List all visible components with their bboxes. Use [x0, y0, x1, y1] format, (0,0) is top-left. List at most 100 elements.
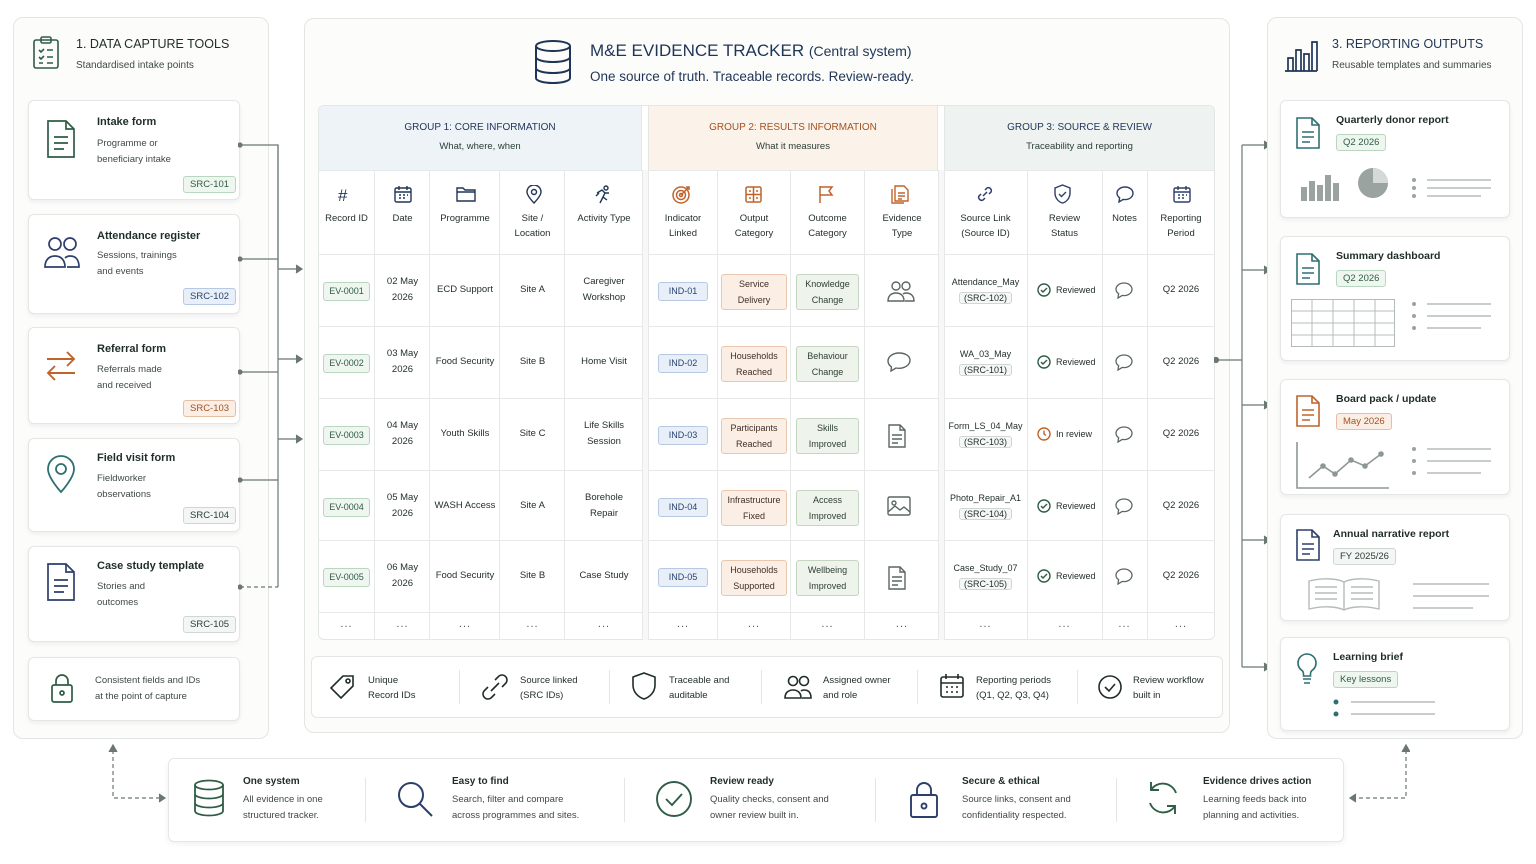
- column-header[interactable]: Activity Type: [565, 211, 643, 226]
- column-label: Programme: [440, 213, 490, 224]
- tool-title: Attendance register: [97, 230, 201, 242]
- record-id-chip[interactable]: EV-0005: [323, 568, 370, 587]
- review-status[interactable]: In review: [1037, 427, 1092, 441]
- outcome-category-chip[interactable]: Behaviour Change: [796, 346, 859, 382]
- source-id: (SRC-105): [958, 578, 1012, 590]
- review-status[interactable]: Reviewed: [1037, 569, 1096, 583]
- benefits-strip: [168, 758, 1344, 842]
- notes-icon[interactable]: [1115, 354, 1133, 371]
- review-status[interactable]: Reviewed: [1037, 355, 1096, 369]
- tool-card-field-visit[interactable]: Field visit form Fieldworker observation…: [28, 438, 240, 532]
- output-category-chip[interactable]: Infrastructure Fixed: [721, 490, 787, 526]
- output-category-chip[interactable]: Households Supported: [721, 560, 787, 596]
- site-cell: Site C: [519, 428, 546, 439]
- source-id-badge: SRC-101: [183, 176, 237, 193]
- record-id-chip[interactable]: EV-0004: [323, 498, 370, 517]
- output-card-learning-brief[interactable]: Learning brief Key lessons: [1280, 637, 1510, 731]
- group-source-header: GROUP 3: SOURCE & REVIEW Traceability an…: [944, 106, 1214, 170]
- review-status[interactable]: Reviewed: [1037, 283, 1096, 297]
- column-header[interactable]: Site / Location: [500, 211, 565, 241]
- column-label: Category: [734, 228, 774, 239]
- column-header[interactable]: Evidence Type: [865, 211, 939, 241]
- column-label: Reporting: [1160, 213, 1202, 224]
- chip-line: Improved: [808, 511, 847, 521]
- benefit-line: Quality checks, consent and: [710, 794, 829, 805]
- review-status[interactable]: Reviewed: [1037, 499, 1096, 513]
- column-header[interactable]: Source Link (Source ID): [944, 211, 1027, 241]
- benefit-line: confidentiality respected.: [962, 810, 1067, 821]
- indicator-chip[interactable]: IND-03: [658, 426, 708, 445]
- image-icon[interactable]: [887, 496, 911, 516]
- column-header[interactable]: Review Status: [1027, 211, 1102, 241]
- notes-icon[interactable]: [1115, 282, 1133, 299]
- status-label: Reviewed: [1056, 571, 1096, 581]
- activity-line: Session: [587, 436, 621, 447]
- source-link-cell[interactable]: Case_Study_07 (SRC-105): [944, 560, 1027, 592]
- column-header[interactable]: Notes: [1102, 211, 1147, 226]
- indicator-chip[interactable]: IND-02: [658, 354, 708, 373]
- status-label: In review: [1056, 429, 1093, 439]
- output-category-chip[interactable]: Households Reached: [721, 346, 787, 382]
- column-header[interactable]: Outcome Category: [791, 211, 864, 241]
- output-card-annual-report[interactable]: Annual narrative report FY 2025/26: [1280, 514, 1510, 621]
- notes-icon[interactable]: [1115, 568, 1133, 585]
- outcome-category-chip[interactable]: Knowledge Change: [796, 274, 859, 310]
- indicator-chip[interactable]: IND-04: [658, 498, 708, 517]
- feedback-loop-right: [1348, 743, 1410, 803]
- benefit-line: owner review built in.: [710, 810, 799, 821]
- benefit-desc: Quality checks, consent and owner review …: [710, 792, 829, 824]
- source-link-cell[interactable]: Form_LS_04_May (SRC-103): [944, 418, 1027, 450]
- reporting-period-cell: Q2 2026: [1162, 570, 1200, 581]
- mini-pie-chart-icon: [1357, 167, 1389, 199]
- document-icon[interactable]: [887, 424, 907, 448]
- column-label: Evidence: [882, 213, 922, 224]
- source-name: WA_03_May: [959, 349, 1012, 359]
- activity-line: Repair: [590, 508, 618, 519]
- output-card-quarterly[interactable]: Quarterly donor report Q2 2026: [1280, 100, 1510, 218]
- output-category-chip[interactable]: Participants Reached: [721, 418, 787, 454]
- output-category-chip[interactable]: Service Delivery: [721, 274, 787, 310]
- feature-label: Traceable and auditable: [669, 673, 729, 703]
- tool-card-referral[interactable]: Referral form Referrals made and receive…: [28, 327, 240, 424]
- outcome-category-chip[interactable]: Wellbeing Improved: [796, 560, 859, 596]
- outcome-category-chip[interactable]: Access Improved: [796, 490, 859, 526]
- document-icon[interactable]: [887, 566, 907, 590]
- column-header[interactable]: Programme: [430, 211, 500, 226]
- document-icon: [1295, 253, 1321, 285]
- tool-desc: observations: [97, 489, 151, 500]
- people-icon[interactable]: [887, 280, 915, 302]
- benefit-line: structured tracker.: [243, 810, 320, 821]
- shield-check-icon: [1054, 184, 1071, 204]
- tool-card-case-study[interactable]: Case study template Stories and outcomes…: [28, 546, 240, 642]
- speech-bubble-icon[interactable]: [887, 352, 911, 372]
- tool-card-intake[interactable]: Intake form Programme or beneficiary int…: [28, 100, 240, 200]
- programme-cell: Food Security: [435, 570, 495, 581]
- indicator-chip[interactable]: IND-01: [658, 282, 708, 301]
- source-link-cell[interactable]: Photo_Repair_A1 (SRC-104): [944, 490, 1027, 522]
- notes-icon[interactable]: [1115, 426, 1133, 443]
- output-card-dashboard[interactable]: Summary dashboard Q2 2026: [1280, 236, 1510, 361]
- source-link-cell[interactable]: WA_03_May (SRC-101): [944, 346, 1027, 378]
- date-cell: 04 May 2026: [375, 418, 430, 450]
- output-card-board-pack[interactable]: Board pack / update May 2026: [1280, 379, 1510, 495]
- column-header[interactable]: Date: [375, 211, 430, 226]
- check-circle-icon: [1037, 283, 1051, 297]
- record-id-chip[interactable]: EV-0001: [323, 282, 370, 301]
- column-header[interactable]: Indicator Linked: [649, 211, 717, 241]
- line-chart-icon: [1295, 440, 1391, 490]
- source-id-wrap: (SRC-105): [944, 576, 1027, 592]
- outcome-category-chip[interactable]: Skills Improved: [796, 418, 859, 454]
- benefit-line: Source links, consent and: [962, 794, 1071, 805]
- column-header[interactable]: Record ID: [319, 211, 374, 226]
- column-header[interactable]: Output Category: [718, 211, 790, 241]
- column-header[interactable]: Reporting Period: [1147, 211, 1215, 241]
- tool-card-attendance[interactable]: Attendance register Sessions, trainings …: [28, 214, 240, 314]
- column-label: Date: [392, 213, 413, 224]
- indicator-chip[interactable]: IND-05: [658, 568, 708, 587]
- record-id-chip[interactable]: EV-0002: [323, 354, 370, 373]
- record-id-chip[interactable]: EV-0003: [323, 426, 370, 445]
- placeholder-lines: [1412, 302, 1491, 330]
- source-link-cell[interactable]: Attendance_May (SRC-102): [944, 274, 1027, 306]
- notes-icon[interactable]: [1115, 498, 1133, 515]
- check-circle-icon: [1037, 355, 1051, 369]
